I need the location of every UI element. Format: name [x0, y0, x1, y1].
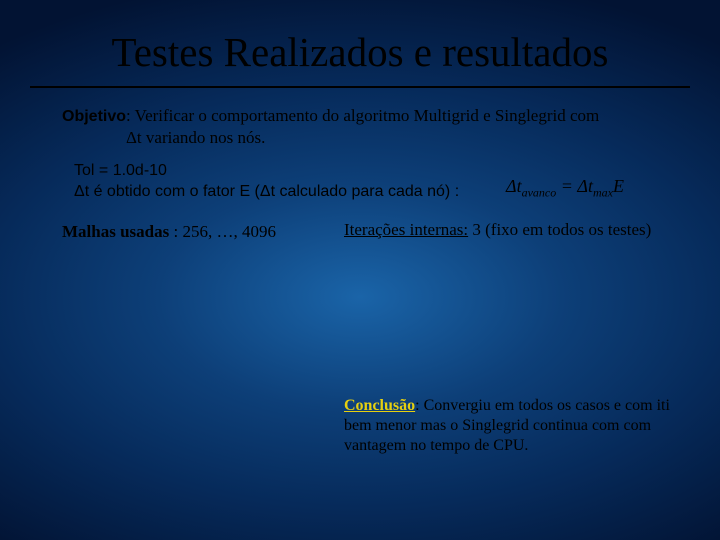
- malhas: Malhas usadas : 256, …, 4096: [62, 222, 276, 242]
- iteracoes-label: Iterações internas:: [344, 220, 468, 239]
- formula-rhs-delta: Δ: [577, 176, 588, 196]
- conclusao: Conclusão: Convergiu em todos os casos e…: [344, 396, 670, 456]
- tol-text: Tol = 1.0d-10: [74, 162, 167, 180]
- dt-text: Δt é obtido com o fator E (Δt calculado …: [74, 183, 459, 201]
- conclusao-label: Conclusão: [344, 397, 415, 414]
- objetivo-line2: Δt variando nos nós.: [126, 128, 265, 148]
- objetivo-line1: Objetivo: Verificar o comportamento do a…: [62, 106, 662, 126]
- slide-title: Testes Realizados e resultados: [0, 28, 720, 76]
- objetivo-text1: : Verificar o comportamento do algoritmo…: [126, 106, 599, 125]
- formula-lhs-sub: avanco: [522, 186, 557, 200]
- formula: Δtavanco = ΔtmaxE: [506, 176, 624, 201]
- malhas-rest: : 256, …, 4096: [169, 222, 276, 241]
- malhas-label: Malhas usadas: [62, 222, 169, 241]
- objetivo-label: Objetivo: [62, 108, 126, 125]
- formula-eq: =: [556, 176, 577, 196]
- title-divider: [30, 86, 690, 88]
- iteracoes: Iterações internas: 3 (fixo em todos os …: [344, 220, 651, 240]
- formula-E: E: [613, 176, 624, 196]
- formula-lhs-delta: Δ: [506, 176, 517, 196]
- iteracoes-rest: 3 (fixo em todos os testes): [468, 220, 651, 239]
- formula-rhs-sub: max: [593, 186, 613, 200]
- slide: Testes Realizados e resultados Objetivo:…: [0, 0, 720, 540]
